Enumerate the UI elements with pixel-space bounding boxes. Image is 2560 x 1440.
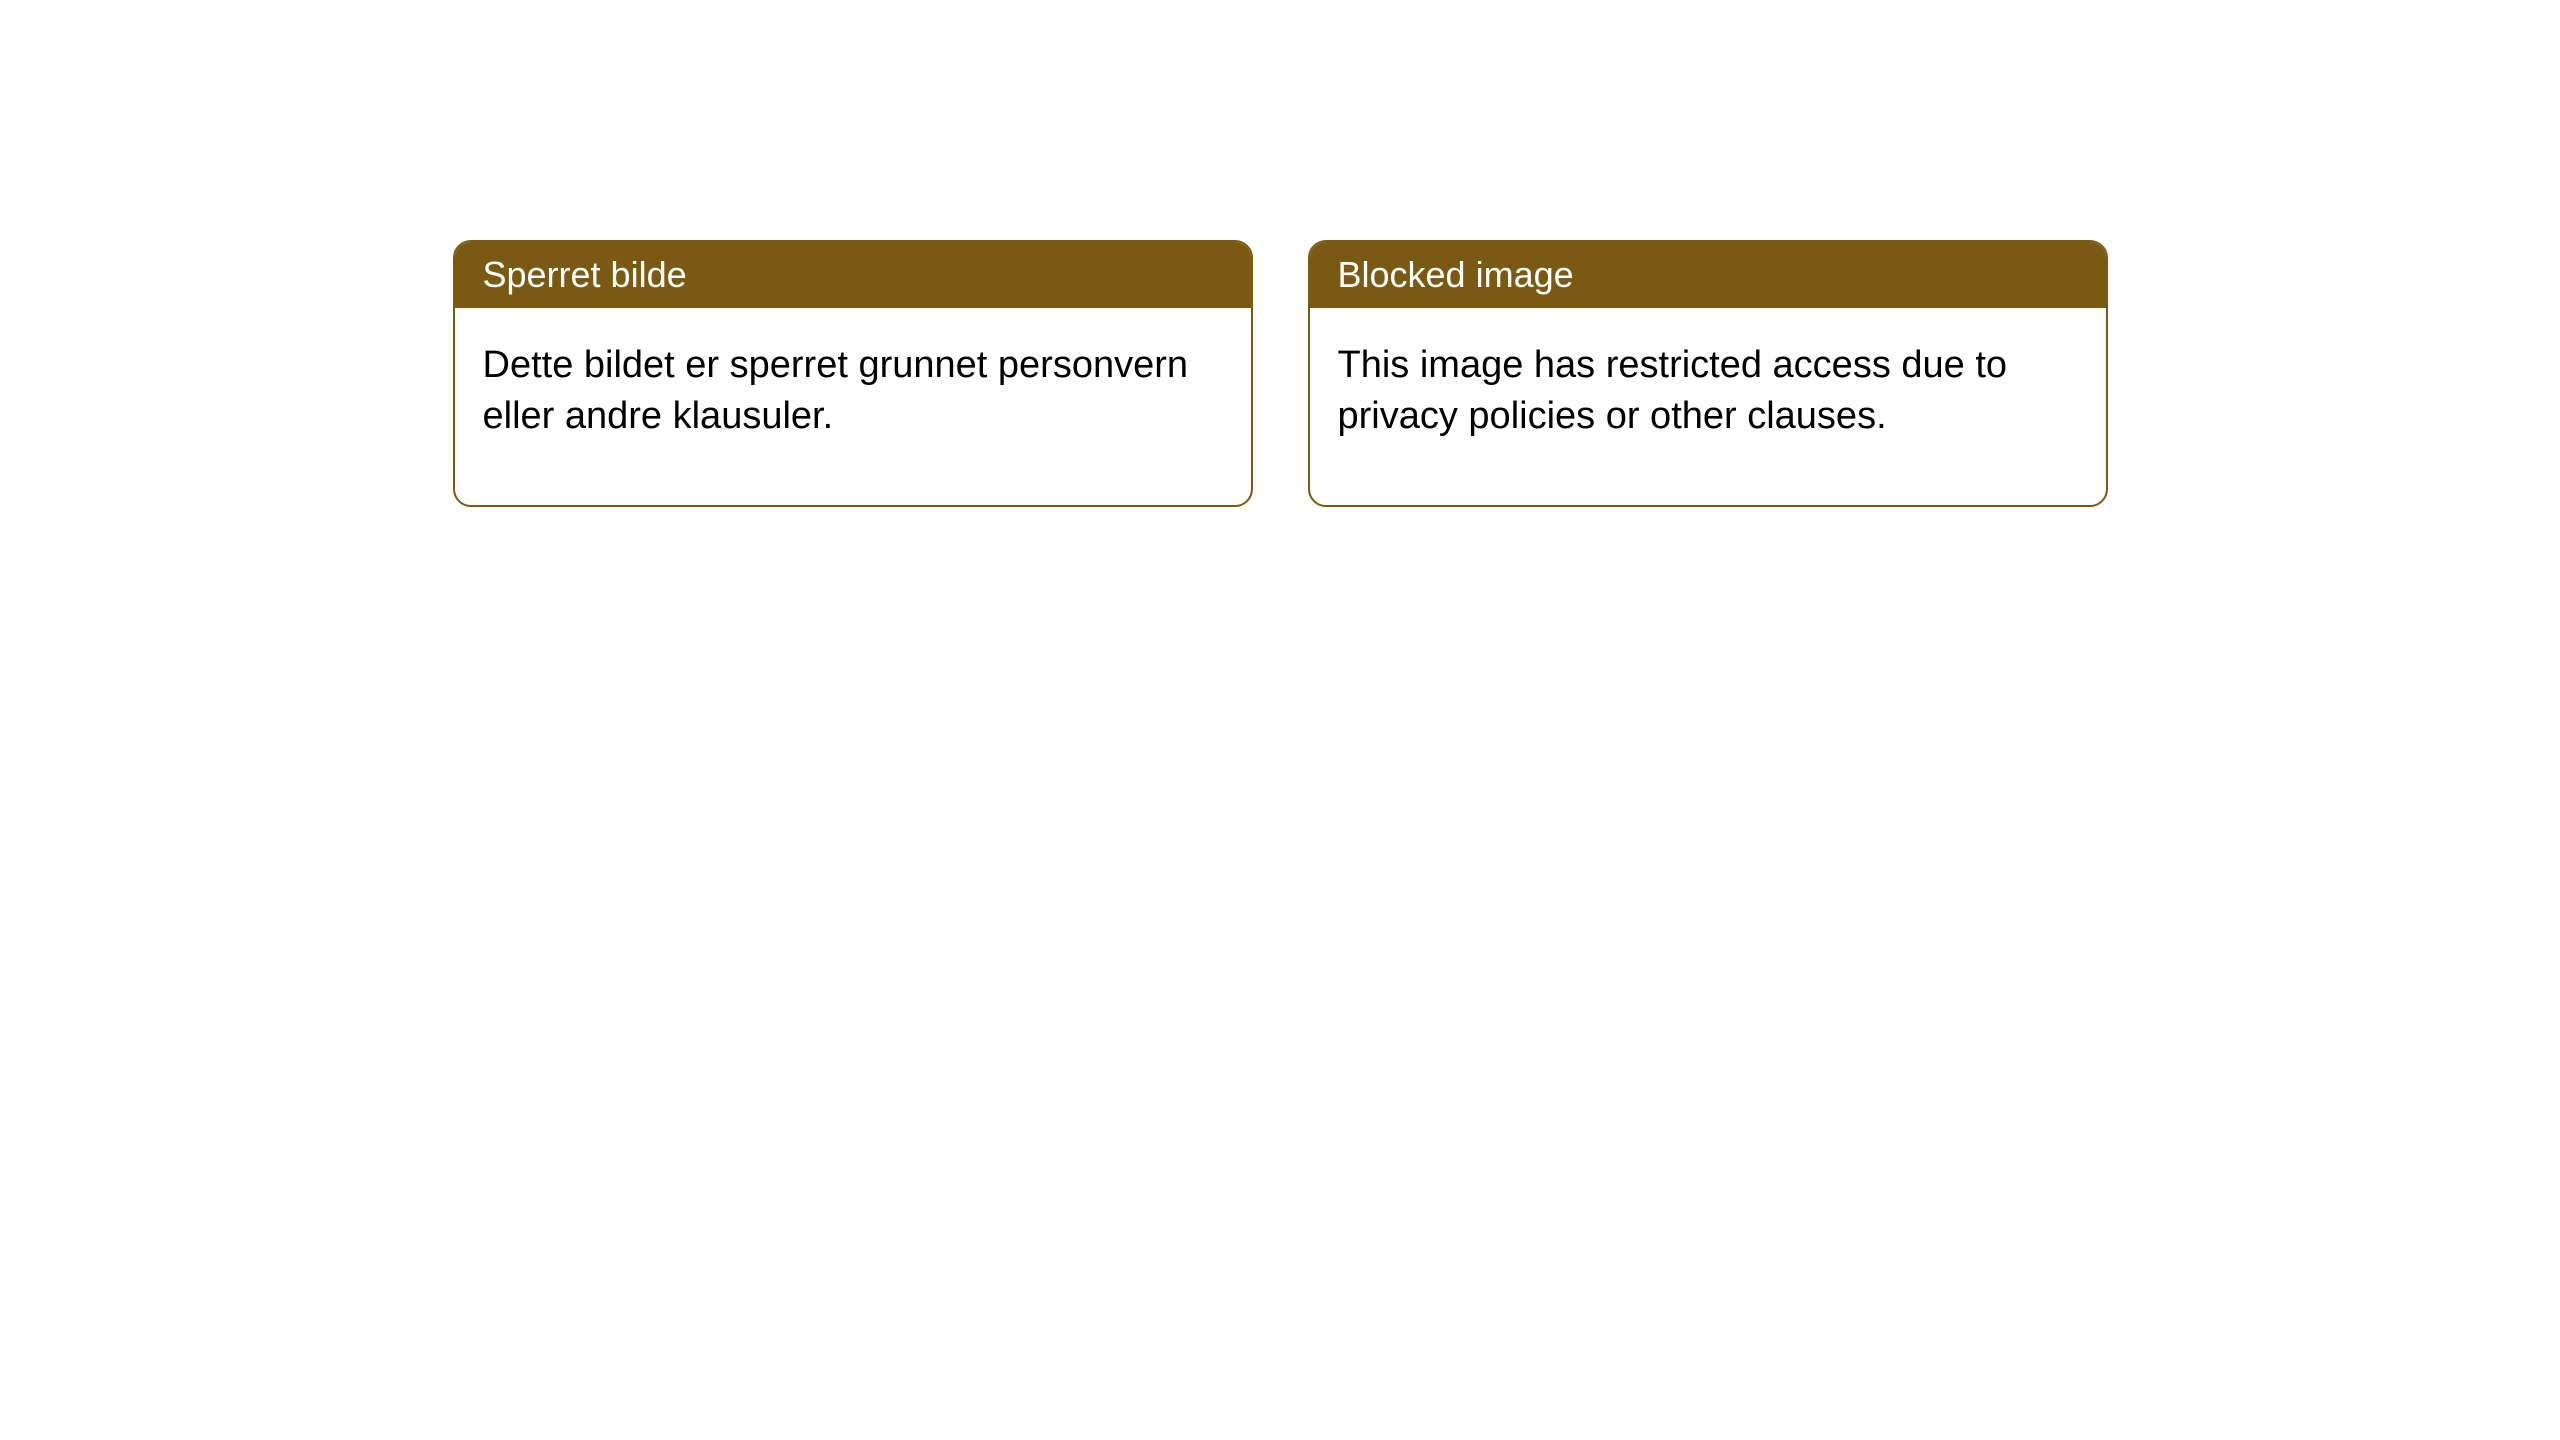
notice-body: Dette bildet er sperret grunnet personve… xyxy=(455,308,1251,505)
notice-header: Sperret bilde xyxy=(455,242,1251,308)
notice-container: Sperret bilde Dette bildet er sperret gr… xyxy=(453,240,2108,507)
notice-header: Blocked image xyxy=(1310,242,2106,308)
notice-card-english: Blocked image This image has restricted … xyxy=(1308,240,2108,507)
notice-body: This image has restricted access due to … xyxy=(1310,308,2106,505)
notice-card-norwegian: Sperret bilde Dette bildet er sperret gr… xyxy=(453,240,1253,507)
